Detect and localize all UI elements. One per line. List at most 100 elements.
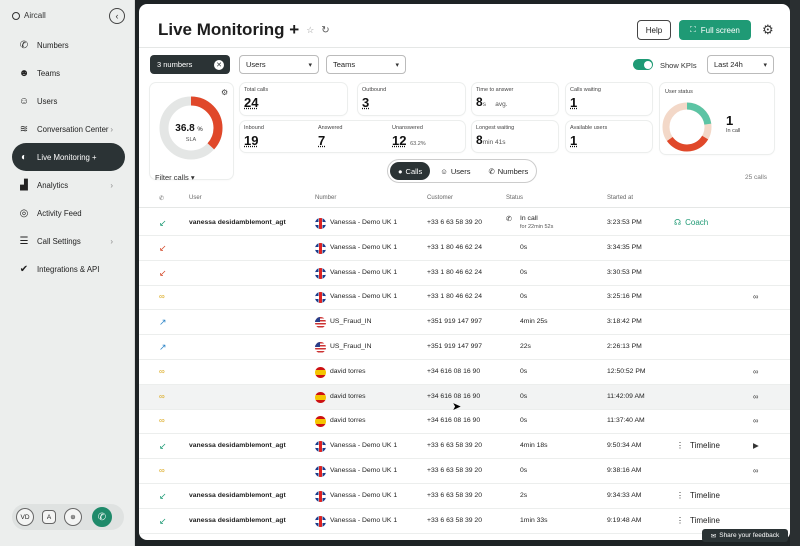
inbound-call-icon: ↙: [159, 515, 167, 526]
row-number: Vanessa - Demo UK 1: [330, 491, 398, 499]
table-row[interactable]: ↗ US_Fraud_IN +351 919 147 997 4min 25s 3:18…: [139, 310, 790, 336]
row-status: 4min 25s: [520, 318, 548, 326]
show-kpis-toggle[interactable]: [633, 59, 653, 70]
voicemail-icon[interactable]: ∞: [753, 391, 759, 401]
table-row[interactable]: ∞ david torres +34 616 08 16 90 0s 12:50:52 …: [139, 360, 790, 385]
sidebar-item-integrations-api[interactable]: ✔ Integrations & API: [12, 255, 125, 283]
in-call-icon: ✆: [506, 216, 512, 223]
mouse-cursor-icon: ➤: [452, 401, 462, 413]
avatar[interactable]: VD: [16, 508, 34, 526]
sla-settings-icon[interactable]: ⚙: [221, 88, 229, 97]
table-row[interactable]: ∞ Vanessa - Demo UK 1 +33 6 63 58 39 20 0s 9…: [139, 459, 790, 484]
outbound-label: Outbound: [362, 87, 387, 93]
sidebar-item-numbers[interactable]: ✆ Numbers: [12, 31, 125, 59]
row-started: 12:50:52 PM: [607, 367, 646, 375]
voicemail-icon[interactable]: ∞: [753, 292, 759, 302]
calls-waiting-card: Calls waiting 1: [566, 83, 652, 115]
globe-icon[interactable]: ⊕: [64, 508, 82, 526]
table-row[interactable]: ↙ vanessa desidamblemont_agt Vanessa - Dem…: [139, 509, 790, 534]
tab-numbers-icon: ✆: [488, 166, 495, 176]
table-row[interactable]: ∞ Vanessa - Demo UK 1 +33 1 80 46 62 24 0s 3…: [139, 285, 790, 311]
brand: Aircall: [12, 11, 46, 20]
refresh-icon[interactable]: ↻: [321, 24, 330, 36]
row-customer: +34 616 08 16 90: [427, 367, 481, 375]
phone-icon: ✆: [19, 39, 29, 51]
play-icon[interactable]: ▶: [753, 441, 759, 451]
table-header: ✆ User Number Customer Status Started at: [139, 190, 790, 208]
time-to-answer-card: Time to answer 8s avg.: [472, 83, 558, 115]
sidebar-item-call-settings[interactable]: ☰ Call Settings ›: [12, 227, 125, 255]
headset-icon: ☊: [674, 218, 682, 227]
voicemail-icon[interactable]: ∞: [753, 466, 759, 475]
aircall-logo-icon: [12, 11, 20, 20]
table-row[interactable]: ↙ vanessa desidamblemont_agt Vanessa - Dem…: [139, 211, 790, 236]
sidebar-item-users[interactable]: ☺ Users: [12, 87, 125, 115]
row-number: Vanessa - Demo UK 1: [330, 293, 398, 301]
row-status-sub: for 22min 52s: [520, 224, 554, 230]
chevron-down-icon: ▾: [763, 61, 767, 69]
header-divider: [139, 47, 790, 48]
collapse-sidebar-button[interactable]: ‹: [109, 8, 125, 24]
sidebar-item-conversation-center[interactable]: ≋ Conversation Center ›: [12, 115, 125, 143]
tab-calls[interactable]: ● Calls: [390, 162, 431, 180]
table-row[interactable]: ↙ vanessa desidamblemont_agt Vanessa - Dem…: [139, 434, 790, 460]
star-icon[interactable]: ☆: [306, 24, 315, 35]
table-row[interactable]: ↙david torres+34 616 08 16 900s4:39:20 P…: [139, 533, 790, 540]
fullscreen-button[interactable]: ⛶ Full screen: [679, 20, 751, 40]
tab-users[interactable]: ☺ Users: [432, 162, 478, 180]
phone-app-button[interactable]: ✆: [92, 507, 112, 527]
sla-card: 36.8 % SLA: [150, 83, 233, 179]
sidebar-item-analytics[interactable]: ▟ Analytics ›: [12, 171, 125, 199]
row-status: 2s: [520, 491, 528, 499]
users-select[interactable]: Users ▾: [239, 55, 319, 74]
row-user: vanessa desidamblemont_agt: [189, 491, 286, 499]
coach-button[interactable]: ☊ Coach: [674, 218, 708, 227]
table-row[interactable]: ↙ vanessa desidamblemont_agt Vanessa - Dem…: [139, 484, 790, 509]
time-to-answer-unit: s: [482, 101, 486, 108]
sidebar-item-label: Analytics: [37, 180, 69, 190]
voicemail-icon[interactable]: ∞: [753, 366, 759, 376]
timeline-button[interactable]: ⋮ Timeline: [676, 491, 720, 500]
call-settings-icon: ☰: [19, 235, 29, 247]
voicemail-icon: ∞: [159, 391, 165, 401]
brand-name: Aircall: [24, 11, 46, 20]
row-status: 0s: [520, 392, 528, 400]
row-number: Vanessa - Demo UK 1: [330, 219, 398, 226]
table-row[interactable]: ∞ david torres +34 616 08 16 90 0s 11:37:40 …: [139, 409, 790, 435]
user-status-label: User status: [665, 89, 693, 95]
filter-calls-dropdown[interactable]: Filter calls ▾: [155, 173, 195, 182]
outbound-call-icon: ↗: [159, 342, 167, 352]
row-status: 4min 18s: [520, 442, 548, 450]
sidebar-item-teams[interactable]: ☻ Teams: [12, 59, 125, 87]
period-select[interactable]: Last 24h ▾: [707, 55, 774, 74]
timeline-button[interactable]: ⋮ Timeline: [676, 441, 720, 450]
tab-numbers[interactable]: ✆ Numbers: [480, 162, 536, 180]
teams-select[interactable]: Teams ▾: [326, 55, 406, 74]
clear-filter-icon[interactable]: ✕: [214, 59, 224, 70]
user-status-card: User status 1 In call: [660, 83, 774, 154]
share-feedback-button[interactable]: ✉ Share your feedback: [702, 529, 788, 542]
row-customer: +33 1 80 46 62 24: [427, 243, 482, 251]
sidebar-nav: ✆ Numbers ☻ Teams ☺ Users ≋ Conversation Ce…: [12, 31, 125, 283]
table-row[interactable]: ↗ US_Fraud_IN +351 919 147 997 22s 2:26:13 P…: [139, 335, 790, 360]
help-button[interactable]: Help: [637, 20, 671, 40]
row-number: US_Fraud_IN: [330, 343, 372, 350]
flag-es-icon: [315, 416, 326, 428]
voicemail-icon[interactable]: ∞: [753, 416, 759, 426]
table-row[interactable]: ↙ Vanessa - Demo UK 1 +33 1 80 46 62 24 0s 3…: [139, 261, 790, 286]
table-row[interactable]: ↙ Vanessa - Demo UK 1 +33 1 80 46 62 24 0s 3…: [139, 236, 790, 261]
sidebar-item-activity-feed[interactable]: ◎ Activity Feed: [12, 199, 125, 227]
numbers-filter-chip[interactable]: 3 numbers ✕: [150, 55, 230, 74]
table-row[interactable]: ∞ david torres +34 616 08 16 90 0s 11:42:09 …: [139, 384, 790, 410]
row-started: 3:30:53 PM: [607, 268, 642, 276]
sidebar-item-label: Live Monitoring +: [37, 152, 97, 162]
language-button[interactable]: A: [42, 510, 56, 524]
settings-gear-icon[interactable]: ⚙: [762, 22, 774, 37]
sidebar-item-live-monitoring[interactable]: ◐ Live Monitoring +: [12, 143, 125, 171]
flag-us-icon: [315, 317, 326, 329]
available-users-label: Available users: [570, 125, 608, 131]
flag-uk-icon: [315, 515, 326, 527]
inbound-label: Inbound: [244, 125, 264, 131]
row-started: 9:50:34 AM: [607, 442, 642, 450]
timeline-button[interactable]: ⋮ Timeline: [676, 516, 720, 525]
